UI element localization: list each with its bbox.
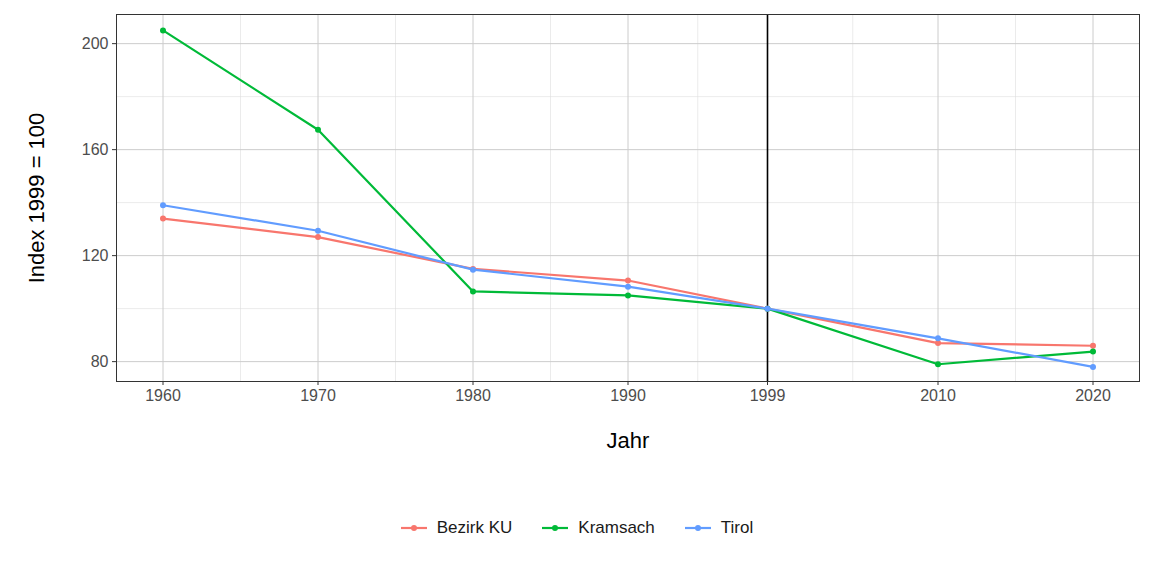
html-text:Kramsach: Kramsach	[578, 518, 655, 537]
svg-text:2020: 2020	[1075, 387, 1111, 404]
svg-text:1980: 1980	[455, 387, 491, 404]
svg-text:Index 1999 = 100: Index 1999 = 100	[24, 113, 49, 284]
svg-text:120: 120	[82, 247, 109, 264]
svg-text:1990: 1990	[610, 387, 646, 404]
svg-text:1970: 1970	[300, 387, 336, 404]
html-text:Tirol: Tirol	[720, 518, 754, 537]
svg-text:1999: 1999	[750, 387, 786, 404]
svg-text:160: 160	[82, 141, 109, 158]
svg-text:2010: 2010	[920, 387, 956, 404]
svg-text:80: 80	[91, 353, 109, 370]
svg-text:200: 200	[82, 35, 109, 52]
svg-text:Jahr: Jahr	[607, 428, 650, 453]
svg-text:1960: 1960	[145, 387, 181, 404]
html-text:Bezirk KU: Bezirk KU	[436, 518, 513, 537]
